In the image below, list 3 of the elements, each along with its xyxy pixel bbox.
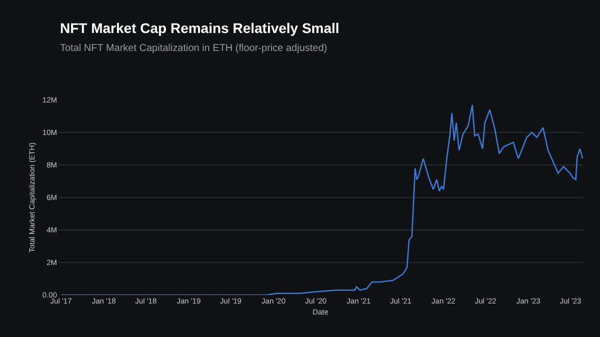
chart-subtitle: Total NFT Market Capitalization in ETH (floor-price adjusted) bbox=[60, 43, 328, 54]
line-series bbox=[60, 104, 583, 295]
chart-title: NFT Market Cap Remains Relatively Small bbox=[60, 20, 340, 36]
